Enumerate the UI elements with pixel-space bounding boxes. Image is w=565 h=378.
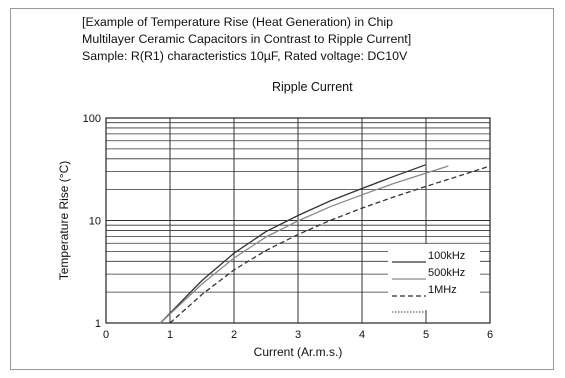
x-tick-label: 5 [423, 329, 429, 341]
legend: 100kHz 500kHz 1MHz [388, 244, 480, 312]
legend-label-1: 500kHz [428, 267, 465, 279]
x-tick-label: 6 [487, 329, 493, 341]
x-tick-label: 1 [167, 329, 173, 341]
x-tick-label: 2 [231, 329, 237, 341]
x-axis-ticks: 0 1 2 3 4 5 6 [103, 329, 493, 341]
y-tick-label: 1 [95, 318, 101, 330]
x-tick-label: 4 [359, 329, 365, 341]
x-tick-label: 0 [103, 329, 109, 341]
legend-label-2: 1MHz [428, 284, 457, 296]
y-axis-ticks: 1 10 100 [83, 113, 101, 330]
series-line-0 [160, 165, 426, 323]
legend-label-0: 100kHz [428, 250, 465, 262]
x-tick-label: 3 [295, 329, 301, 341]
y-tick-label: 10 [89, 216, 101, 228]
y-tick-label: 100 [83, 113, 101, 125]
x-axis-label: Current (Ar.m.s.) [254, 345, 343, 359]
y-axis-label: Temperature Rise (°C) [57, 161, 71, 281]
